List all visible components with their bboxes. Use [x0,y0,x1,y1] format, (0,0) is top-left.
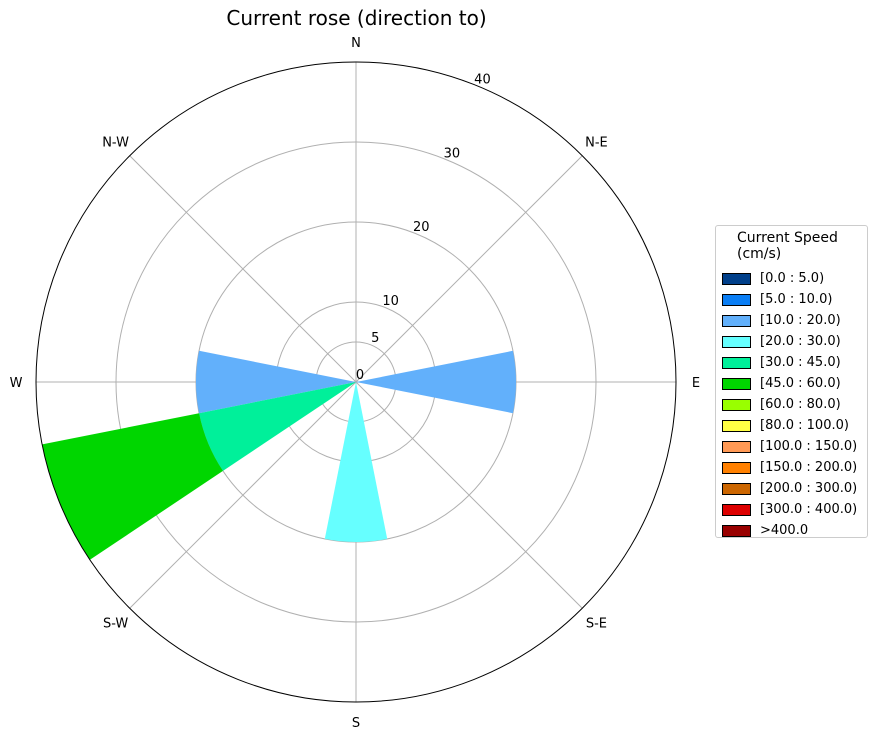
legend-entry: [300.0 : 400.0) [722,499,861,520]
direction-label: N-W [102,136,129,151]
radial-tick-label: 30 [444,146,461,161]
rose-bar [42,413,223,560]
angular-gridline [355,155,583,383]
legend-entry: [0.0 : 5.0) [722,268,861,289]
legend-label: >400.0 [760,523,809,538]
legend-entry: >400.0 [722,520,861,541]
legend-label: [0.0 : 5.0) [760,271,825,286]
radial-tick-label: 5 [371,331,379,346]
legend-label: [45.0 : 60.0) [760,376,841,391]
angular-gridline [355,381,583,609]
legend-entry: [150.0 : 200.0) [722,457,861,478]
direction-label: S-E [586,616,607,631]
legend-swatch [722,335,751,348]
polar-frame [35,61,677,703]
radial-tick-label: 10 [382,294,399,309]
legend: Current Speed (cm/s) [0.0 : 5.0) [5.0 : 10… [715,225,868,538]
radial-tick-label: 20 [413,220,430,235]
legend-title-line: (cm/s) [737,246,782,262]
rose-bar [196,350,356,414]
rose-bar [356,350,517,414]
legend-entry: [20.0 : 30.0) [722,331,861,352]
radial-tick-label: 40 [474,72,491,87]
legend-swatch [722,503,751,516]
legend-entry: [100.0 : 150.0) [722,436,861,457]
radial-tick-label: 0 [356,368,364,383]
rose-bar [324,382,388,542]
legend-swatch [722,377,751,390]
legend-label: [30.0 : 45.0) [760,355,841,370]
chart-title: Current rose (direction to) [226,6,487,30]
legend-label: [200.0 : 300.0) [760,481,858,496]
legend-entry: [30.0 : 45.0) [722,352,861,373]
legend-swatch [722,272,751,285]
legend-label: [80.0 : 100.0) [760,418,849,433]
legend-title-line: Current Speed [737,230,838,246]
legend-label: [5.0 : 10.0) [760,292,833,307]
direction-label: E [692,376,700,391]
legend-title: Current Speed (cm/s) [737,230,861,262]
legend-swatch [722,419,751,432]
legend-label: [10.0 : 20.0) [760,313,841,328]
legend-swatch [722,482,751,495]
direction-label: N [351,36,361,51]
rose-bar [199,382,356,471]
legend-swatch [722,524,751,537]
legend-entry: [5.0 : 10.0) [722,289,861,310]
legend-entry: [200.0 : 300.0) [722,478,861,499]
legend-entry: [60.0 : 80.0) [722,394,861,415]
legend-swatch [722,356,751,369]
direction-label: W [10,376,23,391]
legend-entry: [45.0 : 60.0) [722,373,861,394]
legend-swatch [722,398,751,411]
legend-swatch [722,440,751,453]
legend-label: [300.0 : 400.0) [760,502,858,517]
legend-label: [60.0 : 80.0) [760,397,841,412]
angular-gridline [129,381,357,609]
legend-entry: [10.0 : 20.0) [722,310,861,331]
direction-label: S-W [103,616,128,631]
legend-label: [20.0 : 30.0) [760,334,841,349]
direction-label: S [352,716,360,731]
legend-swatch [722,461,751,474]
legend-swatch [722,293,751,306]
legend-swatch [722,314,751,327]
legend-label: [150.0 : 200.0) [760,460,858,475]
direction-label: N-E [585,136,608,151]
angular-gridline [129,155,357,383]
legend-entries: [0.0 : 5.0) [5.0 : 10.0) [10.0 : 20.0) [20.… [722,268,861,541]
legend-entry: [80.0 : 100.0) [722,415,861,436]
legend-label: [100.0 : 150.0) [760,439,858,454]
